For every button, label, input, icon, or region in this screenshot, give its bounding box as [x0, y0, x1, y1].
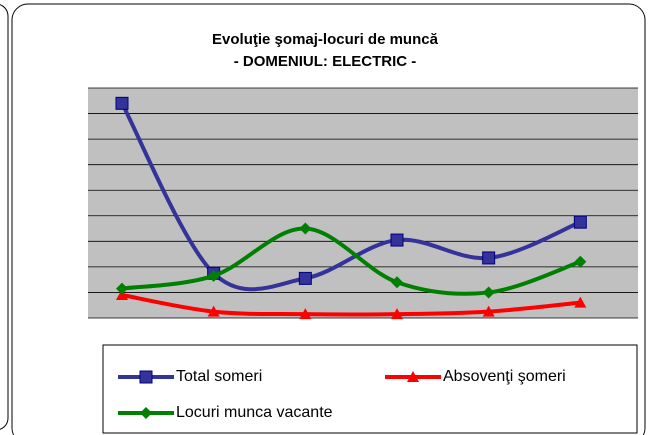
marker [482, 286, 495, 299]
legend-label: Total someri [176, 368, 262, 385]
marker [116, 282, 128, 295]
marker [115, 96, 129, 110]
legend [102, 344, 638, 434]
marker [574, 255, 587, 268]
marker [139, 370, 153, 384]
legend-label: Locuri munca vacante [176, 404, 333, 421]
chart-title: Evoluţie şomaj-locuri de muncă [212, 31, 439, 48]
marker [207, 305, 220, 317]
marker [407, 371, 419, 382]
marker [391, 276, 403, 289]
marker [482, 305, 495, 317]
marker [574, 296, 587, 308]
marker [299, 222, 312, 235]
plot-area [88, 88, 638, 318]
marker [298, 271, 312, 285]
series-line [121, 226, 581, 296]
neighbor-frame [0, 4, 9, 430]
marker [299, 308, 312, 320]
marker [207, 269, 220, 282]
chart-subtitle: - DOMENIUL: ELECTRIC - [234, 53, 416, 70]
marker [391, 308, 403, 320]
series-line [121, 293, 581, 317]
marker [140, 407, 152, 419]
marker [573, 215, 587, 229]
marker [482, 251, 496, 265]
legend-label: Absovenţi şomeri [443, 368, 566, 385]
marker [390, 233, 404, 247]
